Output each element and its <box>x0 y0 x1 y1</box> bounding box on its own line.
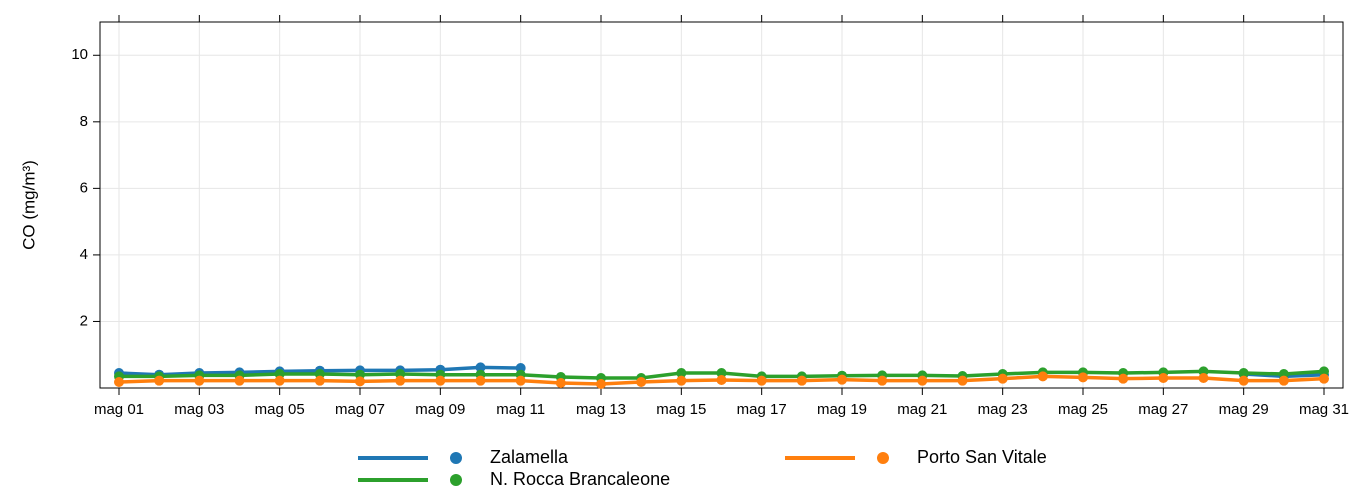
data-point <box>1319 366 1329 377</box>
data-point <box>997 373 1008 384</box>
legend-label: N. Rocca Brancaleone <box>490 469 670 489</box>
x-tick-label: mag 11 <box>496 401 545 418</box>
data-point <box>596 379 606 390</box>
x-tick-label: mag 23 <box>978 401 1028 418</box>
x-tick-label: mag 17 <box>737 401 787 418</box>
x-tick-label: mag 19 <box>817 401 867 418</box>
data-point <box>475 362 486 373</box>
data-point <box>716 375 727 386</box>
data-point <box>395 375 406 386</box>
y-tick-label: 4 <box>80 246 88 263</box>
y-axis-label: CO (mg/m³) <box>19 160 38 250</box>
data-point <box>1078 372 1088 383</box>
x-tick-label: mag 21 <box>897 401 947 418</box>
data-point <box>716 368 727 379</box>
x-tick-label: mag 07 <box>335 401 385 418</box>
data-point <box>877 375 888 386</box>
x-tick-label: mag 25 <box>1058 401 1108 418</box>
data-point <box>1278 375 1289 386</box>
legend-label: Zalamella <box>490 447 569 467</box>
x-tick-label: mag 03 <box>174 401 224 418</box>
data-point <box>957 375 968 386</box>
y-tick-label: 8 <box>80 113 88 130</box>
data-point <box>355 376 365 387</box>
data-point <box>676 375 687 386</box>
legend-marker <box>450 474 462 486</box>
data-point <box>636 377 647 388</box>
data-point <box>194 375 205 386</box>
x-tick-label: mag 31 <box>1299 401 1349 418</box>
legend-marker <box>877 452 889 464</box>
data-point <box>435 375 446 386</box>
y-tick-label: 10 <box>71 46 88 63</box>
data-point <box>555 378 566 389</box>
data-point <box>274 375 285 386</box>
x-tick-label: mag 13 <box>576 401 626 418</box>
data-point <box>796 375 807 386</box>
data-point <box>1238 375 1249 386</box>
legend-marker <box>450 452 462 464</box>
plot-frame <box>99 21 1344 389</box>
x-tick-label: mag 27 <box>1138 401 1188 418</box>
legend-label: Porto San Vitale <box>917 447 1047 467</box>
y-tick-label: 2 <box>80 312 88 329</box>
data-point <box>756 375 767 386</box>
data-point <box>676 368 687 379</box>
data-point <box>314 375 325 386</box>
x-tick-label: mag 29 <box>1219 401 1269 418</box>
data-point <box>515 375 526 386</box>
data-point <box>114 377 124 388</box>
x-tick-label: mag 15 <box>656 401 706 418</box>
x-tick-label: mag 09 <box>415 401 465 418</box>
data-point <box>234 375 245 386</box>
data-point <box>1238 368 1249 379</box>
x-tick-label: mag 05 <box>255 401 305 418</box>
data-point <box>475 375 486 386</box>
data-point <box>1319 373 1329 384</box>
data-point <box>1037 371 1048 382</box>
data-point <box>1118 373 1129 384</box>
x-tick-label: mag 01 <box>94 401 144 418</box>
data-point <box>917 375 928 386</box>
data-point <box>837 374 847 385</box>
y-tick-label: 6 <box>80 179 88 196</box>
data-point <box>154 375 165 386</box>
data-point <box>1198 373 1209 384</box>
data-point <box>1158 373 1169 384</box>
